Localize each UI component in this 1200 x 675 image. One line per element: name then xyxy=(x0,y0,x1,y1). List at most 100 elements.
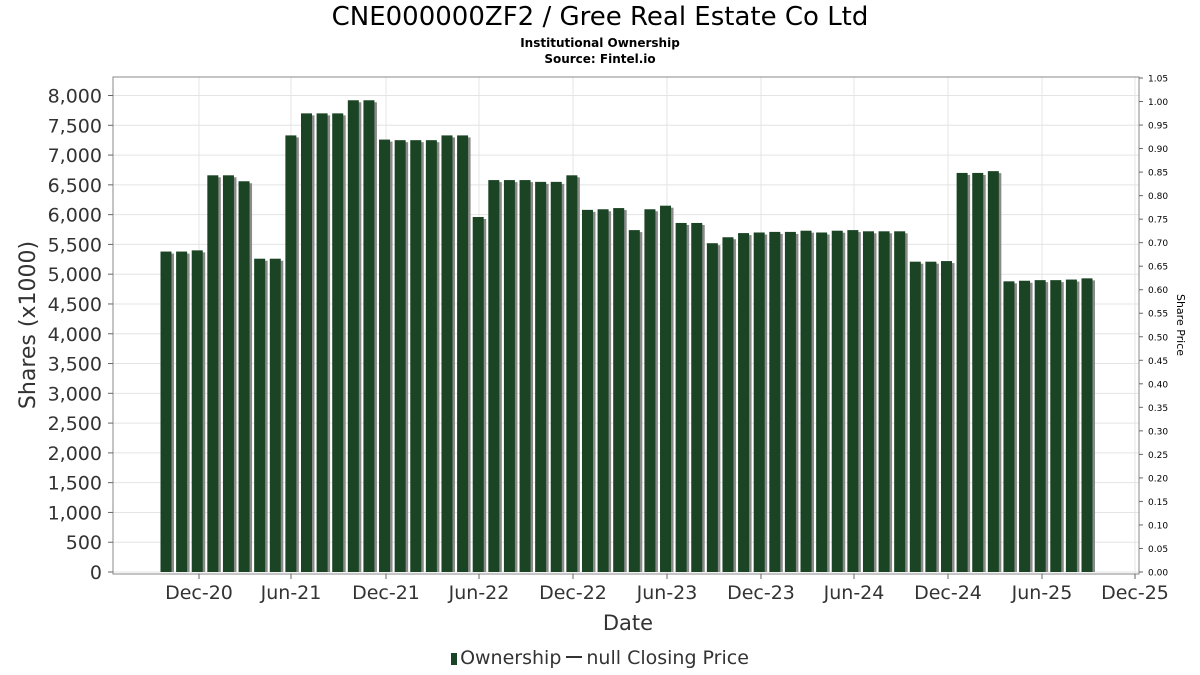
x-tick-label: Dec-21 xyxy=(352,582,420,604)
y2-tick-label: 0.00 xyxy=(1148,569,1168,579)
ownership-bar xyxy=(1034,280,1046,572)
x-axis-label: Date xyxy=(603,611,653,635)
ownership-bar xyxy=(238,181,250,572)
y2-tick-label: 0.80 xyxy=(1148,192,1168,202)
ownership-bar xyxy=(987,171,999,572)
price-legend-line xyxy=(566,656,583,658)
y2-tick-label: 0.10 xyxy=(1148,521,1168,531)
chart-subtitle: Institutional Ownership xyxy=(520,36,680,50)
y2-tick-label: 0.40 xyxy=(1148,380,1168,390)
ownership-bar xyxy=(176,251,188,572)
y2-tick-label: 0.35 xyxy=(1148,404,1168,414)
y2-tick-label: 0.60 xyxy=(1148,286,1168,296)
chart-title: CNE000000ZF2 / Gree Real Estate Co Ltd xyxy=(331,2,869,32)
y-tick-label: 1,000 xyxy=(48,502,102,524)
ownership-bar xyxy=(1003,281,1015,572)
ownership-bar xyxy=(519,180,531,573)
ownership-bar xyxy=(566,175,578,572)
y-tick-label: 3,000 xyxy=(48,383,102,405)
y-tick-label: 2,500 xyxy=(48,413,102,435)
x-tick-label: Dec-23 xyxy=(727,582,795,604)
y-axis-label: Shares (x1000) xyxy=(16,241,41,409)
y2-tick-label: 1.00 xyxy=(1148,98,1168,108)
ownership-bar xyxy=(644,209,656,572)
y-tick-label: 8,000 xyxy=(48,86,102,108)
ownership-bar xyxy=(222,175,234,572)
ownership-bar xyxy=(410,140,422,572)
ownership-bar xyxy=(847,230,859,572)
ownership-bar xyxy=(550,181,562,572)
ownership-bar xyxy=(784,231,796,572)
y2-tick-label: 0.85 xyxy=(1148,169,1168,179)
chart-source: Source: Fintel.io xyxy=(544,52,656,66)
y-tick-label: 4,000 xyxy=(48,324,102,346)
legend-price-label: null Closing Price xyxy=(586,647,749,669)
x-tick-label: Dec-24 xyxy=(914,582,982,604)
ownership-bar xyxy=(925,261,937,572)
y-tick-label: 6,500 xyxy=(48,175,102,197)
y2-tick-label: 0.90 xyxy=(1148,145,1168,155)
y2-tick-label: 0.05 xyxy=(1148,545,1168,555)
y2-tick-label: 1.05 xyxy=(1148,75,1168,85)
ownership-bar xyxy=(457,135,469,573)
y2-tick-label: 0.65 xyxy=(1148,263,1168,273)
y2-tick-label: 0.75 xyxy=(1148,216,1168,226)
y-tick-label: 0 xyxy=(90,562,102,584)
ownership-bar xyxy=(878,231,890,573)
plot-frame xyxy=(112,76,1140,575)
ownership-bar xyxy=(316,113,328,573)
chart-legend: Ownership null Closing Price xyxy=(0,647,1200,669)
ownership-bar xyxy=(300,113,312,573)
ownership-bar xyxy=(379,139,391,573)
ownership-bar xyxy=(207,175,219,572)
ownership-bar xyxy=(394,140,406,572)
y2-axis-ticks: 0.00 0.05 0.10 0.15 0.20 0.25 0.30 0.35 0.40 0.45… xyxy=(1139,75,1168,579)
ownership-bar xyxy=(722,237,734,573)
y2-tick-label: 0.95 xyxy=(1148,122,1168,132)
ownership-bar xyxy=(363,100,375,572)
y-tick-label: 7,500 xyxy=(48,115,102,137)
ownership-bar xyxy=(472,217,484,572)
ownership-bar xyxy=(769,231,781,572)
ownership-bar xyxy=(269,258,281,572)
ownership-bar xyxy=(332,113,344,573)
legend-ownership-label: Ownership xyxy=(460,647,562,669)
y2-tick-label: 0.55 xyxy=(1148,310,1168,320)
y2-tick-label: 0.30 xyxy=(1148,427,1168,437)
ownership-bar xyxy=(1081,278,1093,572)
y2-tick-label: 0.20 xyxy=(1148,474,1168,484)
x-tick-label: Dec-25 xyxy=(1101,582,1169,604)
ownership-bar xyxy=(675,222,687,572)
y-tick-label: 7,000 xyxy=(48,145,102,167)
ownership-bar xyxy=(753,232,765,572)
ownership-bar xyxy=(706,243,718,572)
ownership-bar xyxy=(1019,280,1031,572)
ownership-bar xyxy=(800,230,812,572)
ownership-bar xyxy=(956,172,968,572)
ownership-bar xyxy=(1050,280,1062,572)
ownership-bar xyxy=(909,261,921,572)
y-tick-label: 500 xyxy=(66,532,102,554)
ownership-bar xyxy=(941,261,953,572)
y-axis-ticks: 0 500 1,000 1,500 2,000 2,500 3,000 3,500 4,000 4… xyxy=(48,86,113,584)
y-tick-label: 2,000 xyxy=(48,443,102,465)
ownership-bar xyxy=(816,232,828,572)
y-tick-label: 4,500 xyxy=(48,294,102,316)
y-tick-label: 6,000 xyxy=(48,205,102,227)
x-axis-ticks: Dec-20 Jun-21 Dec-21 Jun-22 Dec-22 Jun-23 Dec-… xyxy=(165,574,1169,604)
x-tick-label: Dec-22 xyxy=(539,582,607,604)
x-tick-label: Jun-21 xyxy=(260,582,322,604)
ownership-bar xyxy=(441,135,453,573)
ownership-bar xyxy=(425,140,437,572)
ownership-bar xyxy=(503,180,515,573)
y2-tick-label: 0.50 xyxy=(1148,333,1168,343)
ownership-bar xyxy=(347,100,359,572)
ownership-bar xyxy=(862,231,874,573)
y2-axis-label: Share Price xyxy=(1174,294,1187,356)
x-tick-label: Jun-22 xyxy=(448,582,510,604)
ownership-bar xyxy=(831,230,843,572)
ownership-bar xyxy=(285,135,297,573)
ownership-bar xyxy=(628,230,640,572)
x-tick-label: Jun-23 xyxy=(636,582,698,604)
